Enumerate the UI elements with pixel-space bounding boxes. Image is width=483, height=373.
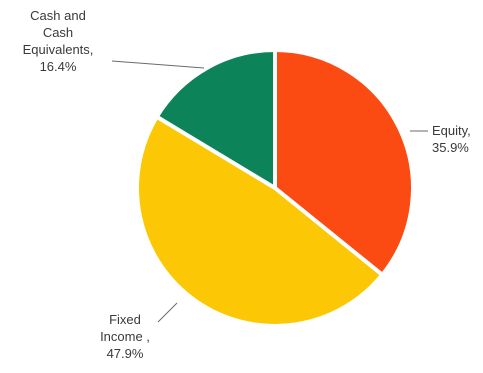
- label-leader-line: [157, 302, 178, 323]
- label-leader-line: [111, 60, 205, 69]
- slice-label: Fixed Income , 47.9%: [100, 312, 150, 361]
- slice-label-line: Income ,: [100, 329, 150, 344]
- pie-slice: [135, 114, 385, 328]
- slice-label: Cash and Cash Equivalents, 16.4%: [23, 8, 94, 74]
- slice-label-line: Cash: [43, 25, 73, 40]
- slice-label: Equity, 35.9%: [432, 123, 471, 155]
- slice-label-line: Cash and: [30, 8, 86, 23]
- pie-slice: [273, 48, 415, 277]
- slice-label-line: 16.4%: [40, 59, 77, 74]
- slice-label-line: Fixed: [109, 312, 141, 327]
- slice-label-line: 35.9%: [432, 140, 469, 155]
- slice-label-line: Equity,: [432, 123, 471, 138]
- slice-label-line: 47.9%: [107, 346, 144, 361]
- slice-label-line: Equivalents,: [23, 42, 94, 57]
- pie-slice: [154, 48, 277, 190]
